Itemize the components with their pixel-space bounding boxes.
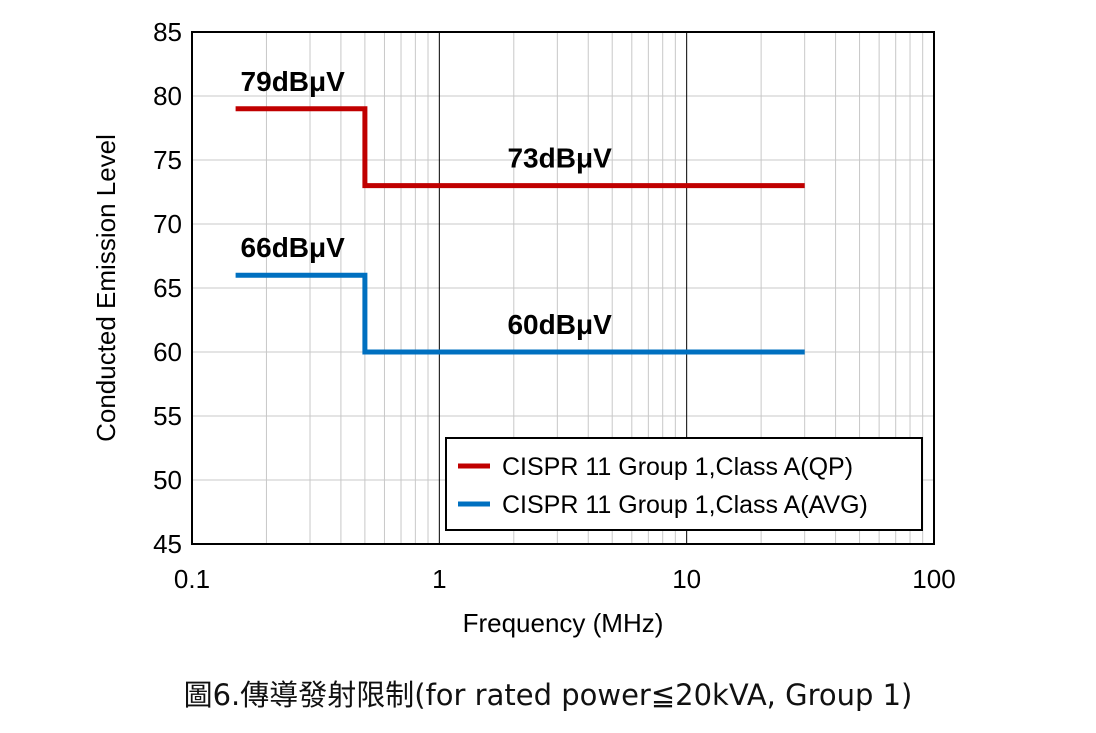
x-tick-label: 0.1 [174,564,210,594]
y-axis-title: Conducted Emission Level [91,134,121,442]
legend-box [445,437,923,531]
series-line-0 [235,106,805,189]
legend-label-qp: CISPR 11 Group 1,Class A(QP) [502,453,853,481]
annotations: 79dBμV 73dBμV 66dBμV 60dBμV [241,66,613,340]
x-tick-label: 1 [432,564,446,594]
figure-caption: 圖6.傳導發射限制(for rated power≦20kVA, Group 1… [183,678,913,712]
y-tick-label: 60 [153,337,182,367]
emission-limit-chart: 45 50 55 60 65 70 75 80 85 0.1 1 10 100 79dBμV 73dBμ… [91,17,956,638]
y-tick-label: 80 [153,81,182,111]
y-tick-label: 85 [153,17,182,47]
x-tick-label: 10 [672,564,701,594]
legend-label-avg: CISPR 11 Group 1,Class A(AVG) [502,491,868,519]
y-tick-label: 45 [153,529,182,559]
plot-frame [191,31,935,545]
x-axis-ticks: 0.1 1 10 100 [174,564,956,594]
y-tick-label: 75 [153,145,182,175]
x-tick-label: 100 [912,564,955,594]
limit-annotation: 73dBμV [507,143,612,174]
limit-annotation: 66dBμV [241,232,346,263]
series-line-1 [235,272,805,355]
limit-annotation: 79dBμV [241,66,346,97]
y-tick-label: 55 [153,401,182,431]
x-axis-title: Frequency (MHz) [463,608,664,638]
series-layer [235,106,805,355]
y-axis-ticks: 45 50 55 60 65 70 75 80 85 [153,17,182,559]
y-tick-label: 65 [153,273,182,303]
limit-annotation: 60dBμV [507,309,612,340]
y-tick-label: 50 [153,465,182,495]
legend: CISPR 11 Group 1,Class A(QP) CISPR 11 Gr… [445,437,923,531]
y-tick-label: 70 [153,209,182,239]
